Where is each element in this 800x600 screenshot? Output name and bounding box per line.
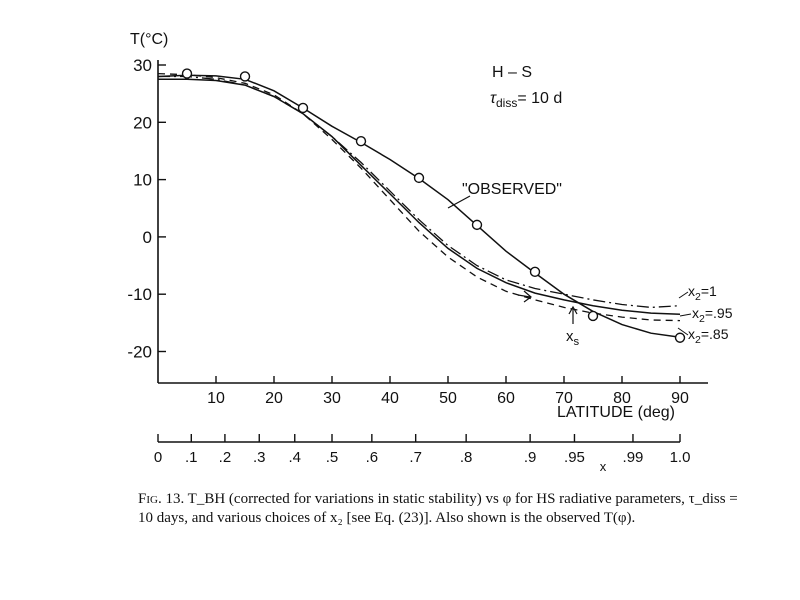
y-axis-label: T(°C) [130, 31, 168, 48]
annotation-layer: H – S τdiss= 10 d "OBSERVED" xs x2=1x2=.95x2… [447, 64, 733, 348]
caption-text: T_BH (corrected for variations in static… [138, 491, 738, 526]
observed-point [181, 68, 193, 79]
y-tick-label: 0 [143, 228, 152, 247]
series-label-leader [677, 327, 689, 336]
series-label-leader [678, 291, 689, 299]
x-tick-label: 50 [439, 390, 457, 407]
x-tick-label: 30 [323, 390, 341, 407]
observed-point [471, 219, 483, 231]
series-label-1: x2=.95 [692, 305, 733, 325]
secondary-tick-label: .9 [524, 449, 537, 466]
xs-arrow-head [568, 305, 578, 315]
model-label: H – S [492, 64, 532, 81]
observed-point [529, 266, 541, 278]
x-tick-label: 80 [613, 390, 631, 407]
secondary-tick-label: .7 [409, 449, 422, 466]
secondary-tick-label: .99 [623, 449, 644, 466]
secondary-tick-label: 0 [154, 449, 162, 466]
series-line-3 [157, 74, 681, 338]
y-tick-label: -20 [127, 343, 152, 362]
series-layer [157, 72, 681, 338]
x-tick-label: 20 [265, 390, 283, 407]
observed-point [587, 310, 599, 322]
secondary-tick-label: .6 [366, 449, 379, 466]
observed-point [355, 136, 367, 147]
series-line-0 [158, 75, 681, 309]
secondary-tick-label: 1.0 [670, 449, 691, 466]
secondary-tick-label: .3 [253, 449, 266, 466]
series-line-2 [157, 72, 681, 322]
series-label-leader [679, 313, 692, 317]
secondary-x-axis: 0 .1 .2 .3 .4 .5 .6 .7 .8 .9 .95 .99 1.0 x [154, 434, 691, 474]
secondary-tick-label: .1 [185, 449, 198, 466]
observed-points-layer [181, 68, 686, 343]
pointer-arrow [517, 294, 531, 298]
x-tick-label: 60 [497, 390, 515, 407]
tau-annotation: τdiss= 10 d [490, 90, 562, 110]
secondary-tick-label: .8 [460, 449, 473, 466]
secondary-tick-label: .5 [326, 449, 339, 466]
series-line-1 [158, 78, 681, 316]
observed-point [413, 172, 425, 184]
secondary-tick-label: .95 [564, 449, 585, 466]
y-tick-label: 10 [133, 171, 152, 190]
observed-point [239, 71, 251, 82]
secondary-tick-label: .4 [288, 449, 301, 466]
secondary-axis-label: x [600, 459, 607, 474]
y-tick-label: 30 [133, 56, 152, 75]
x-tick-label: 10 [207, 390, 225, 407]
pointer-arrow-head [523, 290, 532, 303]
series-label-0: x2=1 [688, 283, 717, 303]
observed-point [297, 102, 309, 114]
x-axis-label: LATITUDE (deg) [557, 404, 675, 421]
observed-label: "OBSERVED" [462, 181, 562, 198]
caption-figure-label: Fig. 13. [138, 491, 185, 507]
series-label-2: x2=.85 [688, 326, 729, 346]
figure-caption: Fig. 13. T_BH (corrected for variations … [138, 490, 738, 528]
xs-label: xs [566, 328, 580, 348]
y-tick-label: 20 [133, 113, 152, 132]
y-tick-label: -10 [127, 285, 152, 304]
observed-pointer [447, 195, 471, 209]
chart-axes: 30 20 10 0 -10 -20 T(°C) 10 20 30 40 50 60 70 80 90LATI… [127, 31, 708, 421]
secondary-tick-label: .2 [219, 449, 232, 466]
x-tick-label: 40 [381, 390, 399, 407]
x-tick-label: 90 [671, 390, 689, 407]
x-tick-label: 70 [555, 390, 573, 407]
observed-point [674, 332, 686, 343]
